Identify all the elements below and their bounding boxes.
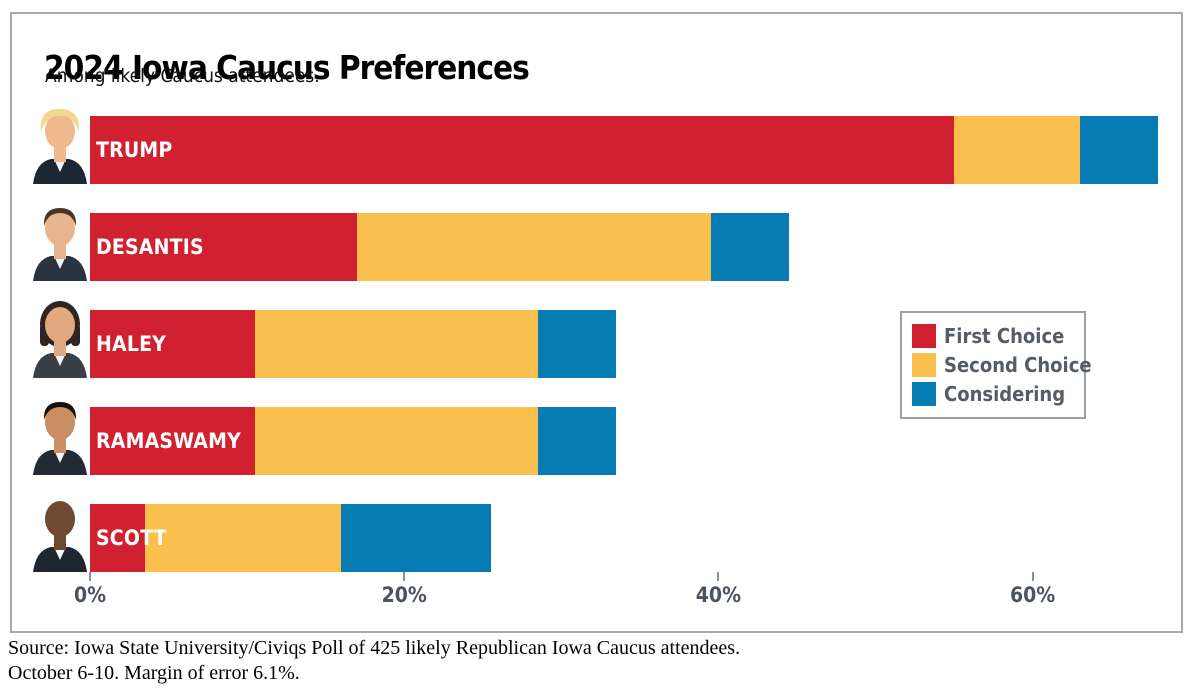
bar-row-ramaswamy: RAMASWAMY: [0, 402, 1200, 475]
bar-segment-second-choice: [254, 310, 538, 378]
candidate-photo-ramaswamy: [28, 393, 92, 475]
source-line-1: Source: Iowa State University/Civiqs Pol…: [8, 637, 741, 659]
legend-label: Considering: [944, 382, 1066, 407]
source-note: Source: Iowa State University/Civiqs Pol…: [8, 636, 740, 686]
bar-segment-considering: [537, 310, 617, 378]
bar-segment-second-choice: [254, 407, 538, 475]
bar-row-haley: HALEY: [0, 301, 1200, 378]
axis-tick-label: 20%: [381, 583, 427, 607]
legend-swatch-icon: [912, 323, 936, 348]
candidate-photo-desantis: [28, 199, 92, 281]
bar-segment-considering: [1079, 116, 1159, 184]
source-line-2: October 6-10. Margin of error 6.1%.: [8, 662, 300, 684]
bar-segment-considering: [710, 213, 790, 281]
bar-segment-first-choice: [90, 116, 955, 184]
legend-swatch-icon: [912, 352, 936, 377]
legend-item-second-choice: Second Choice: [912, 352, 1092, 377]
candidate-photo-scott: [28, 490, 92, 572]
haley-headshot: [33, 301, 87, 378]
candidate-label: SCOTT: [96, 526, 167, 550]
bar-segment-first-choice: [90, 504, 145, 572]
trump-headshot: [33, 108, 87, 184]
bar-segment-second-choice: [144, 504, 342, 572]
legend: First Choice Second Choice Considering: [900, 311, 1092, 419]
bar-row-trump: TRUMP: [0, 108, 1200, 184]
candidate-label: DESANTIS: [96, 235, 204, 259]
axis-tick-mark: [89, 572, 91, 581]
bar-segment-second-choice: [357, 213, 711, 281]
axis-tick-mark: [717, 572, 720, 581]
candidate-photo-trump: [28, 102, 92, 184]
candidate-label: HALEY: [96, 332, 167, 356]
legend-label: First Choice: [944, 323, 1065, 348]
legend-swatch-icon: [912, 382, 936, 407]
scott-headshot: [33, 501, 87, 572]
bar-segment-second-choice: [954, 116, 1080, 184]
axis-tick-mark: [1031, 572, 1034, 581]
bar-segment-considering: [537, 407, 617, 475]
bar-segment-first-choice: [90, 310, 255, 378]
axis-tick-label: 40%: [695, 583, 742, 607]
axis-tick-label: 60%: [1009, 583, 1056, 607]
chart-subtitle: Among likely Caucus attendees.: [45, 65, 320, 87]
chart-title: 2024 Iowa Caucus Preferences: [44, 48, 530, 88]
axis-tick-label: 0%: [73, 583, 107, 607]
candidate-label: RAMASWAMY: [96, 429, 242, 453]
legend-label: Second Choice: [944, 352, 1092, 377]
desantis-headshot: [33, 208, 87, 281]
bar-segment-first-choice: [90, 213, 358, 281]
axis-tick-mark: [403, 572, 406, 581]
bar-segment-first-choice: [90, 407, 255, 475]
candidate-photo-haley: [28, 296, 92, 378]
bar-row-scott: SCOTT: [0, 501, 1200, 572]
ramaswamy-headshot: [33, 402, 87, 475]
candidate-label: TRUMP: [96, 138, 173, 162]
legend-item-first-choice: First Choice: [912, 323, 1074, 348]
legend-item-considering: Considering: [912, 382, 1074, 407]
bar-segment-considering: [341, 504, 491, 572]
bar-row-desantis: DESANTIS: [0, 208, 1200, 281]
